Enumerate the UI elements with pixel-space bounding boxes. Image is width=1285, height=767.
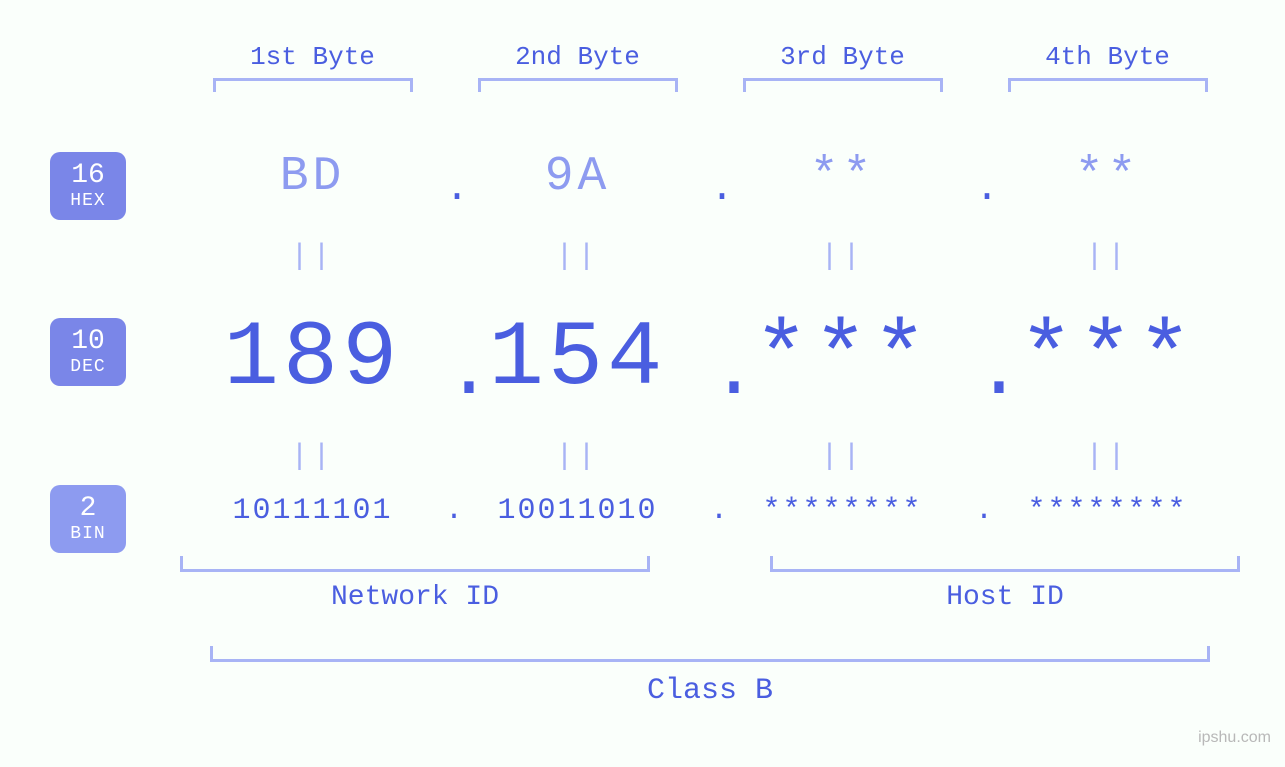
hex-byte-4: **	[975, 150, 1240, 204]
bracket-top	[1008, 78, 1208, 92]
badge-hex: 16 HEX	[50, 152, 126, 220]
hex-byte-1: BD	[180, 150, 445, 204]
equals-row-2: || || || ||	[180, 440, 1240, 474]
class-group: Class B	[180, 646, 1240, 708]
equals-icon: ||	[180, 240, 445, 274]
equals-icon: ||	[710, 240, 975, 274]
row-bin: 10111101 . 10011010 . ******** . *******…	[180, 494, 1240, 528]
badge-bin: 2 BIN	[50, 485, 126, 553]
byte-header-2: 2nd Byte	[445, 42, 710, 92]
bracket-bottom	[770, 556, 1240, 572]
network-id-group: Network ID	[180, 556, 650, 613]
dec-byte-1: 189	[180, 306, 445, 411]
bin-byte-1: 10111101	[180, 494, 445, 528]
byte-label: 4th Byte	[1045, 42, 1170, 72]
equals-icon: ||	[445, 240, 710, 274]
bracket-bottom	[180, 556, 650, 572]
byte-label: 2nd Byte	[515, 42, 640, 72]
badge-base: 10	[71, 327, 105, 358]
byte-header-3: 3rd Byte	[710, 42, 975, 92]
badge-label: DEC	[70, 358, 105, 378]
byte-header-1: 1st Byte	[180, 42, 445, 92]
badge-base: 16	[71, 161, 105, 192]
hex-byte-3: **	[710, 150, 975, 204]
row-hex: BD . 9A . ** . **	[180, 150, 1240, 204]
network-id-label: Network ID	[331, 582, 499, 613]
watermark: ipshu.com	[1198, 729, 1271, 747]
bin-byte-2: 10011010	[445, 494, 710, 528]
byte-label: 3rd Byte	[780, 42, 905, 72]
equals-row-1: || || || ||	[180, 240, 1240, 274]
hex-byte-2: 9A	[445, 150, 710, 204]
byte-label: 1st Byte	[250, 42, 375, 72]
bracket-bottom	[210, 646, 1210, 662]
byte-header-4: 4th Byte	[975, 42, 1240, 92]
bracket-top	[743, 78, 943, 92]
bracket-top	[478, 78, 678, 92]
bin-byte-4: ********	[975, 494, 1240, 528]
badge-label: HEX	[70, 192, 105, 212]
row-dec: 189 . 154 . *** . ***	[180, 306, 1240, 411]
bracket-top	[213, 78, 413, 92]
equals-icon: ||	[180, 440, 445, 474]
id-brackets: Network ID Host ID	[180, 556, 1240, 613]
equals-icon: ||	[975, 440, 1240, 474]
bin-byte-3: ********	[710, 494, 975, 528]
class-label: Class B	[647, 674, 773, 708]
byte-headers: 1st Byte 2nd Byte 3rd Byte 4th Byte	[180, 42, 1240, 92]
host-id-label: Host ID	[946, 582, 1064, 613]
equals-icon: ||	[445, 440, 710, 474]
badge-base: 2	[80, 494, 97, 525]
badge-label: BIN	[70, 525, 105, 545]
badge-dec: 10 DEC	[50, 318, 126, 386]
host-id-group: Host ID	[770, 556, 1240, 613]
equals-icon: ||	[710, 440, 975, 474]
equals-icon: ||	[975, 240, 1240, 274]
